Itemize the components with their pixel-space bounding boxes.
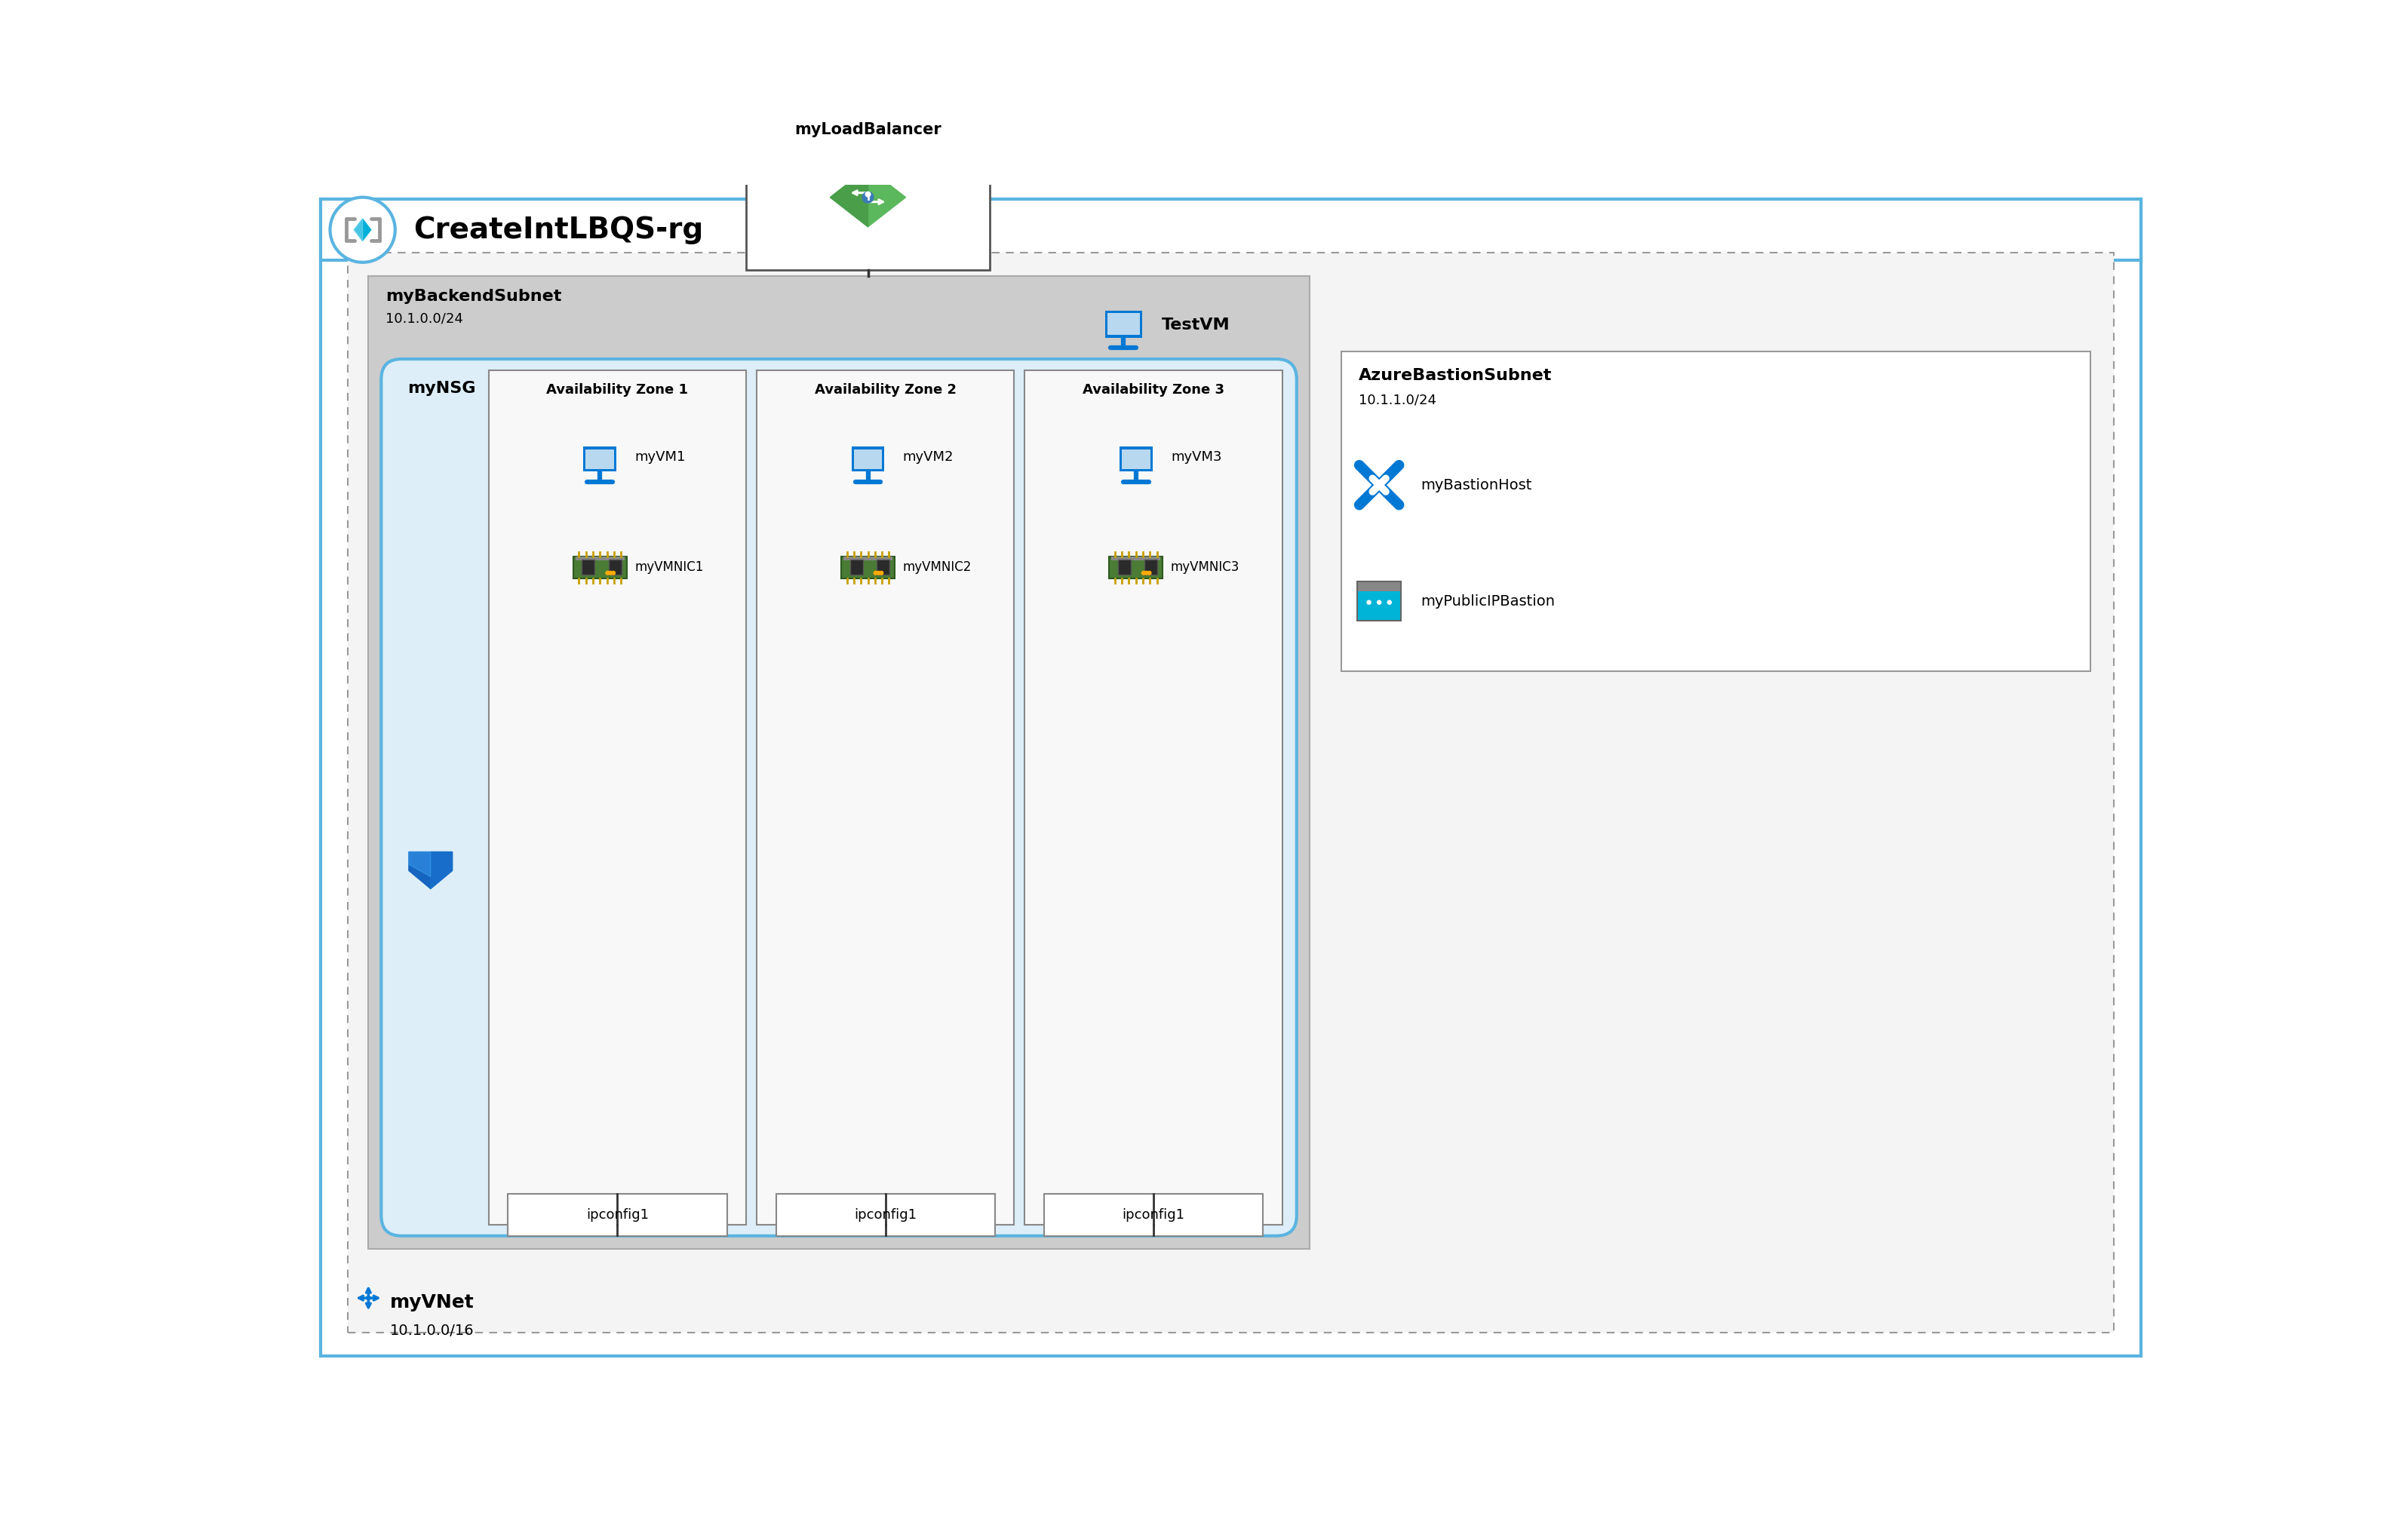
Bar [850,561,862,574]
Bar [1026,370,1283,1224]
Bar [776,1194,994,1237]
Circle shape [862,191,874,203]
Polygon shape [408,852,452,889]
Circle shape [874,571,877,576]
Text: myVMNIC1: myVMNIC1 [634,561,704,574]
Text: myBackendSubnet: myBackendSubnet [387,288,562,303]
Bar [877,561,889,574]
Bar [747,105,990,270]
Polygon shape [408,852,430,876]
Circle shape [1143,571,1148,576]
Text: ipconfig1: ipconfig1 [855,1209,918,1221]
Bar [1357,582,1400,621]
Bar [853,450,882,468]
Bar [850,447,884,471]
Bar [1122,450,1151,468]
Circle shape [1148,571,1151,576]
Polygon shape [430,852,452,889]
Bar [584,447,617,471]
Bar [1117,561,1131,574]
Text: 10.1.1.0/24: 10.1.1.0/24 [1360,393,1436,407]
Circle shape [605,571,610,576]
Circle shape [610,571,615,576]
Bar [841,556,896,579]
Text: TestVM: TestVM [1160,317,1230,333]
Bar [1340,351,2090,671]
Polygon shape [831,168,867,226]
Text: ipconfig1: ipconfig1 [1122,1209,1184,1221]
Text: myVNet: myVNet [389,1294,473,1312]
Circle shape [1386,601,1391,605]
Polygon shape [831,168,906,226]
Text: myLoadBalancer: myLoadBalancer [795,122,942,137]
Text: myVMNIC3: myVMNIC3 [1170,561,1239,574]
Text: 10.1.0.0/16: 10.1.0.0/16 [389,1323,473,1338]
Circle shape [865,191,872,197]
Bar [608,561,622,574]
Polygon shape [353,219,363,240]
Bar [1112,556,1160,561]
Text: ipconfig1: ipconfig1 [586,1209,649,1221]
Text: Availability Zone 1: Availability Zone 1 [548,383,689,396]
Bar [488,370,747,1224]
Text: myNSG: myNSG [408,380,476,396]
Bar [581,561,596,574]
Text: myBastionHost: myBastionHost [1422,477,1532,493]
Bar [1110,556,1163,579]
Text: 10.1.0.0/24: 10.1.0.0/24 [387,313,464,325]
Text: myVM1: myVM1 [634,450,685,464]
Circle shape [1367,601,1372,605]
Polygon shape [353,219,370,240]
Circle shape [1376,601,1381,605]
Bar [574,556,627,579]
Text: myVM2: myVM2 [903,450,954,464]
Bar [1045,1194,1263,1237]
FancyBboxPatch shape [382,359,1297,1237]
Bar [368,276,1309,1249]
Text: AzureBastionSubnet: AzureBastionSubnet [1360,368,1552,383]
Bar [322,199,2140,260]
Bar [1107,313,1139,336]
Bar [1357,582,1400,591]
Text: myVMNIC2: myVMNIC2 [903,561,973,574]
Bar [757,370,1014,1224]
Text: Availability Zone 3: Availability Zone 3 [1083,383,1225,396]
Circle shape [329,197,396,262]
Circle shape [365,1295,370,1301]
Text: myVM3: myVM3 [1170,450,1223,464]
Circle shape [877,571,882,576]
Circle shape [1141,571,1146,576]
Circle shape [879,571,884,576]
Bar [576,556,625,561]
Bar [1357,591,1400,621]
Bar [1119,447,1153,471]
Text: CreateIntLBQS-rg: CreateIntLBQS-rg [413,216,704,245]
Bar [1105,311,1141,337]
Text: myPublicIPBastion: myPublicIPBastion [1422,594,1554,608]
Bar [586,450,615,468]
Text: Availability Zone 2: Availability Zone 2 [814,383,956,396]
Circle shape [608,571,613,576]
Bar [1146,561,1158,574]
Bar [507,1194,728,1237]
Bar [843,556,894,561]
